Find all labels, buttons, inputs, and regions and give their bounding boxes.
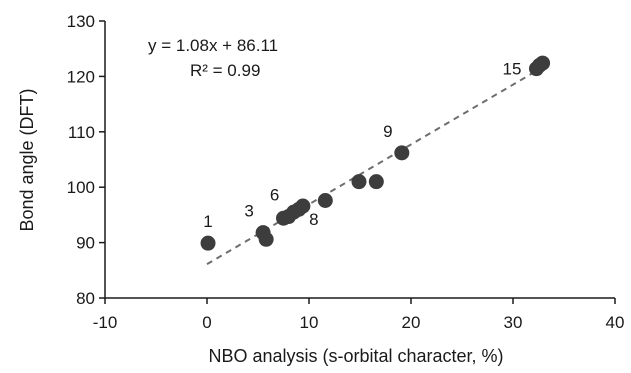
y-axis-title: Bond angle (DFT) xyxy=(17,88,37,231)
y-tick-label: 130 xyxy=(67,12,95,31)
data-point xyxy=(200,235,216,251)
point-label: 1 xyxy=(203,212,212,231)
trendline xyxy=(206,66,544,266)
data-point xyxy=(368,174,384,190)
y-tick-label: 90 xyxy=(76,234,95,253)
x-tick-label: 10 xyxy=(300,313,319,332)
x-axis-title: NBO analysis (s-orbital character, %) xyxy=(208,346,503,366)
y-tick-label: 80 xyxy=(76,289,95,308)
ticks xyxy=(99,20,616,304)
data-point xyxy=(258,231,274,247)
point-label: 6 xyxy=(270,186,279,205)
x-tick-label: 0 xyxy=(202,313,211,332)
data-point xyxy=(351,174,367,190)
data-point xyxy=(535,55,551,71)
point-label: 15 xyxy=(503,60,522,79)
y-tick-label: 110 xyxy=(68,123,95,142)
point-label: 8 xyxy=(309,210,318,229)
data-point xyxy=(295,198,311,214)
data-point xyxy=(394,145,410,161)
x-tick-label: -10 xyxy=(93,313,118,332)
axes xyxy=(104,21,615,299)
r-squared-annotation: R² = 0.99 xyxy=(190,61,260,80)
y-tick-label: 100 xyxy=(67,178,95,197)
data-point xyxy=(317,192,333,208)
x-tick-label: 30 xyxy=(504,313,523,332)
x-tick-label: 20 xyxy=(402,313,421,332)
x-tick-label: 40 xyxy=(606,313,625,332)
point-labels: 1 36 8 9 15 xyxy=(203,60,521,232)
tick-labels: 80 90 100 110 120 130 -10 0 10 20 30 40 xyxy=(67,12,625,332)
point-label: 9 xyxy=(383,122,392,141)
point-label: 3 xyxy=(244,202,253,221)
data-points xyxy=(200,55,551,251)
equation-annotation: y = 1.08x + 86.11 xyxy=(148,36,278,55)
y-tick-label: 120 xyxy=(67,67,95,86)
